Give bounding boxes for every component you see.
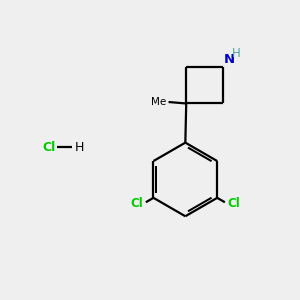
Text: Cl: Cl [130,197,143,210]
Text: Me: Me [151,97,166,107]
Text: H: H [232,47,241,61]
Text: H: H [75,141,84,154]
Text: Cl: Cl [227,197,240,210]
Text: N: N [224,53,235,66]
Text: Cl: Cl [43,141,56,154]
